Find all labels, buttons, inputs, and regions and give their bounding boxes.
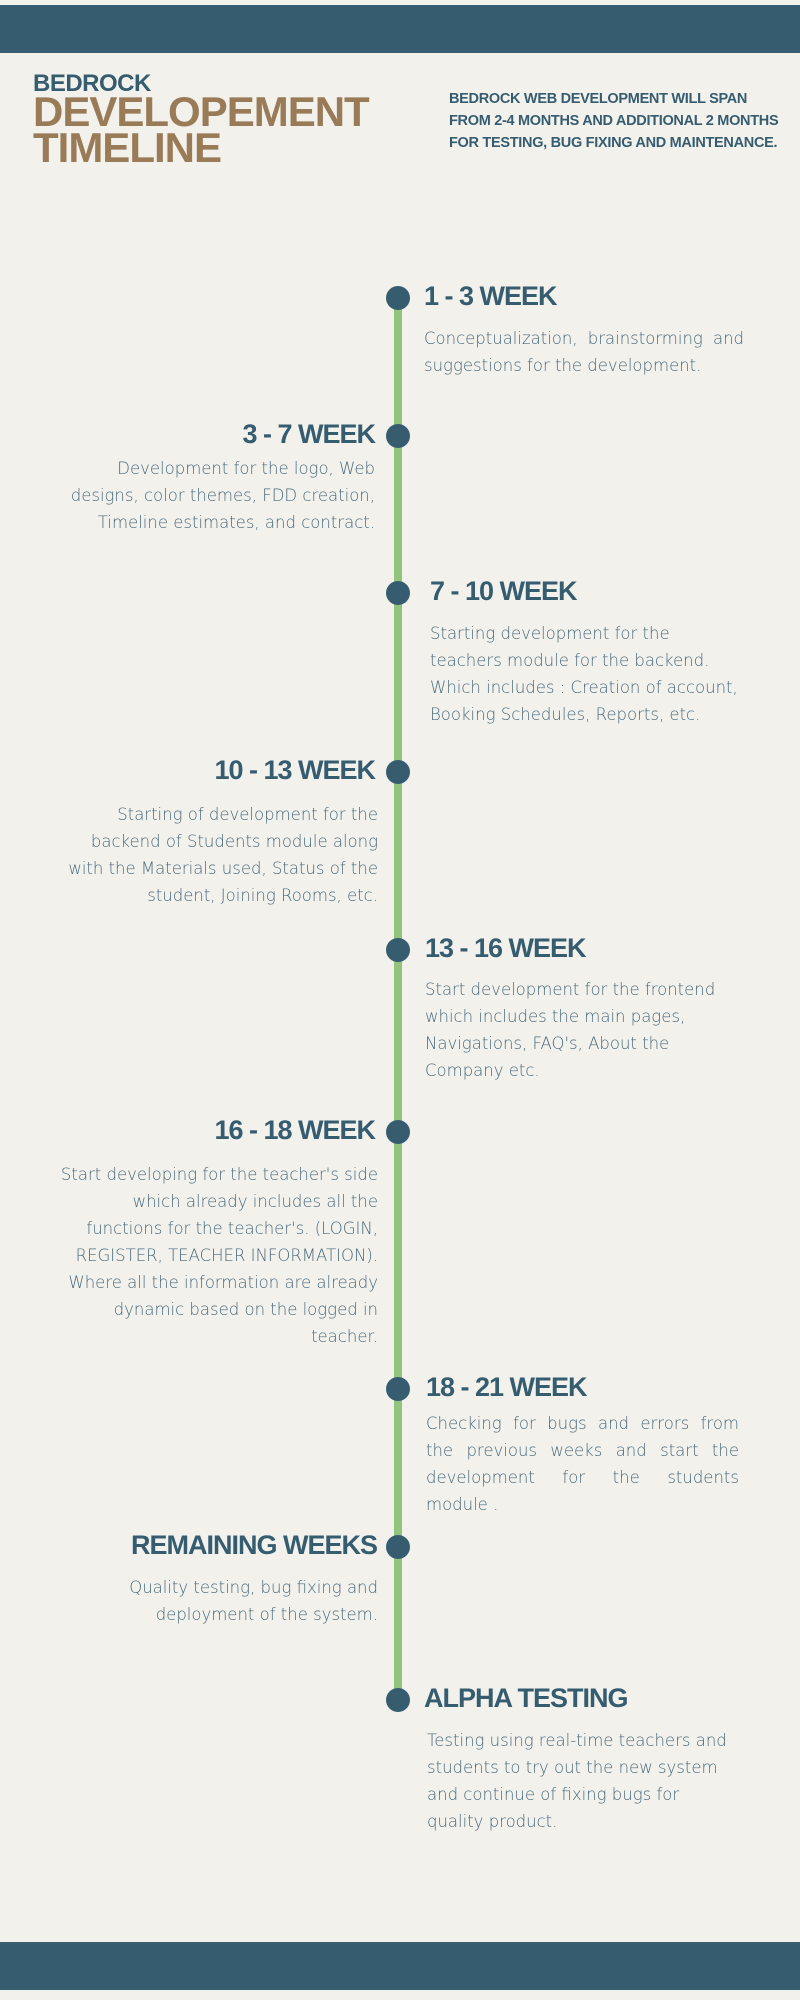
milestone-description: Starting development for the teachers mo…: [430, 624, 738, 724]
milestone-description: Development for the logo, Web designs, c…: [70, 459, 375, 532]
milestone-description: Checking for bugs and errors from the pr…: [426, 1414, 739, 1514]
brand-name: BEDROCK: [33, 70, 151, 97]
timeline-dot: [386, 938, 410, 962]
milestone-period: 3 - 7 WEEK: [242, 419, 376, 449]
milestone-description: Testing using real-time teachers and stu…: [427, 1731, 727, 1831]
milestone-description: Quality testing, bug fixing and deployme…: [129, 1578, 378, 1624]
timeline-dot: [386, 1688, 410, 1712]
milestone-period: 13 - 16 WEEK: [425, 933, 587, 963]
timeline-dot: [386, 760, 410, 784]
milestone-period: 18 - 21 WEEK: [426, 1372, 588, 1402]
top-strip: [0, 0, 800, 5]
timeline-dot: [386, 286, 410, 310]
timeline-dot: [386, 1535, 410, 1559]
milestone-period: REMAINING WEEKS: [130, 1530, 378, 1560]
timeline-line: [394, 295, 402, 1700]
milestone-period: ALPHA TESTING: [424, 1683, 629, 1713]
milestone-period: 10 - 13 WEEK: [214, 755, 376, 785]
milestone-description: Conceptualization, brainstorming and sug…: [424, 329, 744, 375]
timeline-dot: [386, 581, 410, 605]
page-title: DEVELOPEMENT TIMELINE: [33, 88, 370, 171]
milestone-period: 16 - 18 WEEK: [214, 1115, 376, 1145]
milestone-period: 1 - 3 WEEK: [424, 281, 558, 311]
timeline-dot: [386, 424, 410, 448]
intro-text: BEDROCK WEB DEVELOPMENT WILL SPAN FROM 2…: [449, 91, 779, 151]
milestone-description: Start development for the frontend which…: [425, 980, 716, 1080]
milestone-period: 7 - 10 WEEK: [430, 576, 578, 606]
timeline-dot: [386, 1377, 410, 1401]
timeline-dot: [386, 1120, 410, 1144]
milestone-description: Start developing for the teacher's side …: [60, 1165, 378, 1346]
header-bar: [0, 5, 800, 53]
milestone-description: Starting of development for the backend …: [68, 805, 378, 905]
footer-bar: [0, 1942, 800, 1990]
